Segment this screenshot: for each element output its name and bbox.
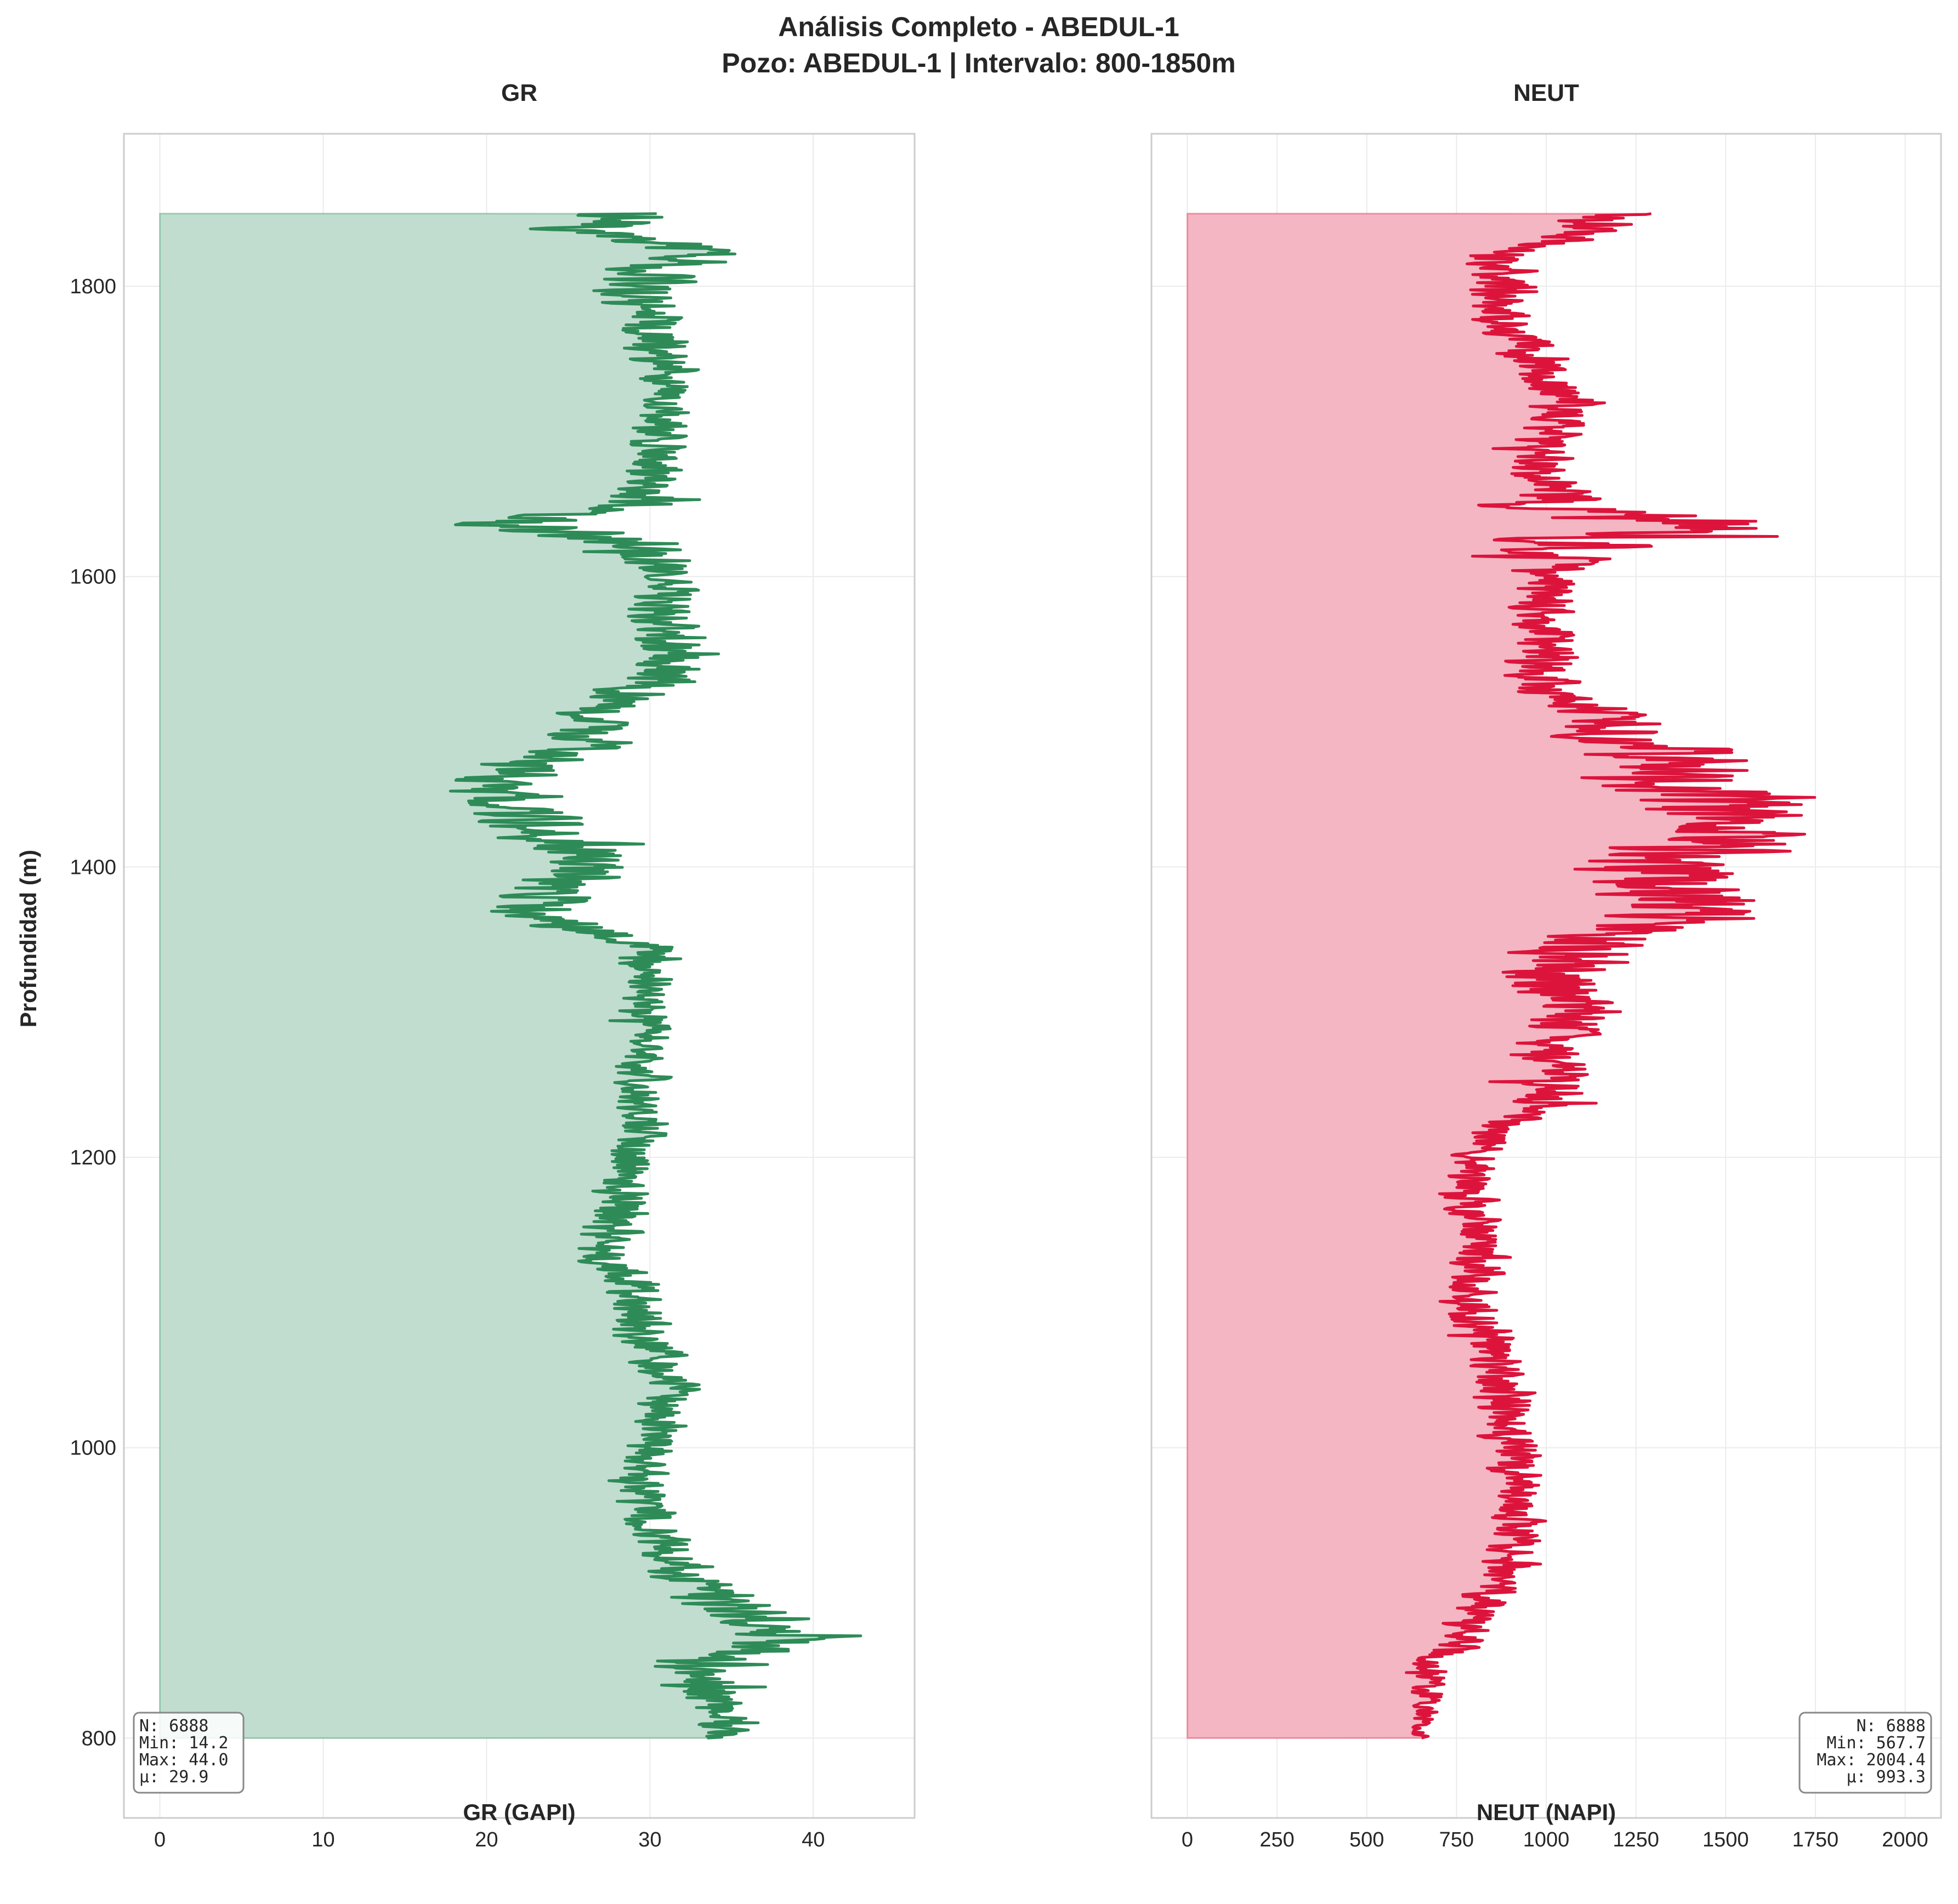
gr-stats-frame [133,1712,245,1794]
x-tick-label: 1250 [1613,1828,1659,1851]
gr-x-axis-label: GR (GAPI) [463,1799,575,1825]
gr-y-ticks: 800 1000 1200 1400 1600 1800 [70,275,116,1750]
gr-stats-box: N: 6888 Min: 14.2 Max: 44.0 μ: 29.9 [133,1712,245,1794]
neut-stat-min: Min: 567.7 [1826,1734,1926,1753]
y-tick-label: 1000 [70,1437,116,1460]
x-tick-label: 500 [1349,1828,1384,1851]
neut-curve [1405,212,1817,1740]
y-axis-label: Profundidad (m) [15,850,41,1027]
x-tick-label: 1500 [1702,1828,1749,1851]
y-tick-label: 1200 [70,1146,116,1169]
x-tick-label: 40 [802,1828,825,1851]
gr-stat-n: N: 6888 [139,1717,208,1736]
y-tick-label: 1600 [70,566,116,589]
y-tick-label: 1800 [70,275,116,298]
neut-x-ticks: 0 250 500 750 1000 1250 1500 1750 2000 [1182,1828,1928,1851]
y-tick-label: 800 [82,1727,116,1750]
neut-panel-title: NEUT [1513,79,1579,106]
figure-title-line1: Análisis Completo - ABEDUL-1 [778,12,1179,42]
x-tick-label: 1750 [1792,1828,1839,1851]
x-tick-label: 0 [1182,1828,1193,1851]
neut-stat-mean: μ: 993.3 [1847,1767,1926,1787]
neut-stat-n: N: 6888 [1857,1717,1926,1736]
x-tick-label: 250 [1259,1828,1294,1851]
x-tick-label: 1000 [1523,1828,1570,1851]
gr-curve [449,212,862,1740]
gr-x-ticks: 0 10 20 30 40 [154,1828,825,1851]
x-tick-label: 30 [638,1828,661,1851]
gr-stat-mean: μ: 29.9 [139,1767,208,1787]
y-tick-label: 1400 [70,856,116,879]
gr-panel-frame [123,133,916,1819]
x-tick-label: 750 [1439,1828,1474,1851]
gr-panel-title: GR [501,79,537,106]
gr-stat-min: Min: 14.2 [139,1734,229,1753]
neut-x-axis-label: NEUT (NAPI) [1477,1799,1616,1825]
x-tick-label: 20 [475,1828,498,1851]
neut-stats-box: N: 6888 Min: 567.7 Max: 2004.4 μ: 993.3 [1798,1712,1932,1794]
neut-stat-max: Max: 2004.4 [1817,1750,1926,1770]
x-tick-label: 10 [311,1828,334,1851]
neut-panel-frame [1150,133,1942,1819]
figure-title-line2: Pozo: ABEDUL-1 | Intervalo: 800-1850m [722,48,1235,79]
gr-stat-max: Max: 44.0 [139,1750,229,1770]
gr-panel: GR 0 10 20 30 40 800 1000 1200 1400 1600 1800 GR … [70,79,916,1851]
neut-panel: NEUT 0 250 500 750 1000 1250 1500 1750 2000 NEUT… [1150,79,1942,1851]
x-tick-label: 2000 [1882,1828,1928,1851]
x-tick-label: 0 [154,1828,166,1851]
neut-stats-frame [1798,1712,1932,1794]
